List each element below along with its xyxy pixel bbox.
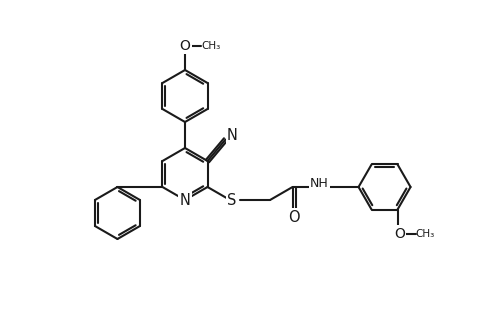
Text: N: N: [227, 128, 238, 143]
Text: S: S: [227, 193, 237, 208]
Text: O: O: [288, 209, 300, 224]
Text: NH: NH: [310, 177, 329, 190]
Text: CH₃: CH₃: [416, 228, 435, 238]
Text: CH₃: CH₃: [201, 41, 220, 51]
Text: O: O: [394, 226, 405, 240]
Text: O: O: [179, 39, 190, 53]
Text: N: N: [179, 193, 190, 208]
